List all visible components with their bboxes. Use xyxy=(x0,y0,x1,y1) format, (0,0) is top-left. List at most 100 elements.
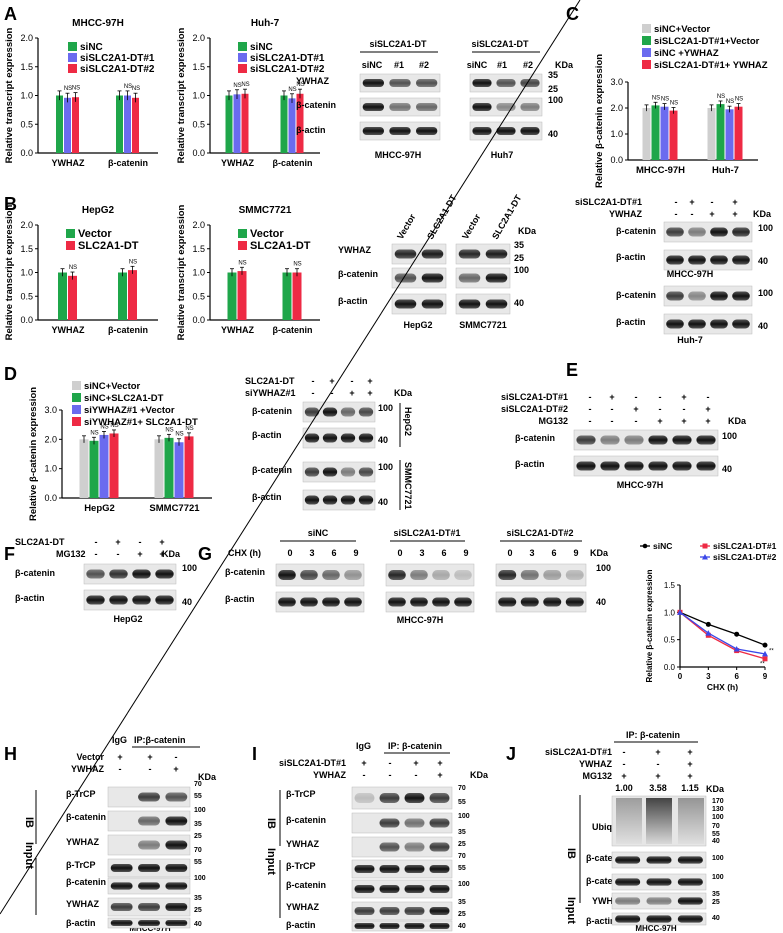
blot-strip xyxy=(455,243,511,265)
blot-c-bactin-1: β-actin xyxy=(616,252,646,262)
significance-mark: ** xyxy=(769,649,774,655)
condition-sign: - xyxy=(635,416,638,426)
condition-sign: - xyxy=(139,537,142,547)
blot-band xyxy=(429,906,450,916)
category-label: MHCC-97H xyxy=(636,165,685,176)
condition-sign: - xyxy=(675,209,678,219)
y-tick-label: 0.0 xyxy=(44,493,57,503)
blot-band xyxy=(498,570,517,580)
blot-band xyxy=(416,78,438,88)
blot-band xyxy=(362,126,384,136)
category-label: SMMC7721 xyxy=(149,503,200,514)
blot-c-kda: KDa xyxy=(753,209,772,219)
ns-label: NS xyxy=(90,430,98,436)
chart-d: 0.0 1.0 2.0 3.0 Relative β-catenin expressio… xyxy=(28,381,212,521)
blot-strip xyxy=(663,221,753,243)
condition-sign: - xyxy=(711,197,714,207)
legend-label: Vector xyxy=(78,228,112,240)
blot-j-ubiquitin: Ubiquitin xyxy=(592,822,631,832)
blot-band xyxy=(421,299,444,309)
blot-f-bcat: β-catenin xyxy=(15,568,55,578)
blot-b-m35: 35 xyxy=(514,240,524,250)
condition-sign: - xyxy=(675,197,678,207)
condition-sign: - xyxy=(149,764,152,774)
blot-b-cell-2: SMMC7721 xyxy=(459,320,507,330)
bar xyxy=(184,436,194,498)
blot-e-cell: MHCC-97H xyxy=(617,480,664,490)
condition-sign: - xyxy=(659,404,662,414)
blot-band xyxy=(138,920,160,926)
blot-j-cond-2: YWHAZ xyxy=(579,759,612,769)
kda-marker: 100 xyxy=(458,881,470,888)
x-tick-label: 9 xyxy=(763,672,768,681)
blot-band xyxy=(429,793,450,803)
series-line xyxy=(679,611,766,646)
condition-sign: + xyxy=(413,758,418,768)
blot-d-cond-1: SLC2A1-DT xyxy=(245,376,295,386)
blot-band xyxy=(165,840,188,850)
blot-band xyxy=(86,569,105,579)
x-axis-label: CHX (h) xyxy=(707,682,738,692)
blot-e-cond-1: siSLC2A1-DT#1 xyxy=(501,392,568,402)
blot-c-bactin-2: β-actin xyxy=(616,317,646,327)
blot-d-bcat-2: β-catenin xyxy=(252,465,292,475)
blot-j-ib-label: IB xyxy=(565,848,577,859)
blot-f-m40: 40 xyxy=(182,597,192,607)
blot-band xyxy=(389,102,411,112)
legend-label: siNC+Vector xyxy=(654,24,711,35)
ubiquitin-smear xyxy=(616,798,642,844)
blot-a-m40: 40 xyxy=(548,129,558,139)
blot-f-cell: HepG2 xyxy=(113,614,142,624)
data-point xyxy=(677,609,683,615)
blot-band xyxy=(696,435,716,445)
blot-band xyxy=(710,227,728,237)
legend-swatch xyxy=(72,405,81,414)
blot-i-kda: KDa xyxy=(470,770,489,780)
chart-title: SMMC7721 xyxy=(239,205,292,216)
blot-band xyxy=(520,597,539,607)
blot-a-group-1: siSLC2A1-DT xyxy=(369,39,427,49)
blot-band xyxy=(416,102,438,112)
bar xyxy=(227,272,237,320)
condition-sign: + xyxy=(361,758,366,768)
blot-band xyxy=(394,299,417,309)
bar xyxy=(109,433,119,498)
blot-b-strips xyxy=(391,243,511,315)
y-axis-label: Relative β-catenin expression xyxy=(28,387,39,521)
blot-g-cell: MHCC-97H xyxy=(397,615,444,625)
bar xyxy=(64,97,71,153)
blot-i-signs: + - + + - - - +70 55 100 35 25 70 55 100 35 25 40 xyxy=(361,758,469,930)
data-point xyxy=(733,645,740,652)
kda-marker: 35 xyxy=(194,821,202,828)
blot-f-signs: - + - + - - + + xyxy=(95,537,165,559)
ns-label: NS xyxy=(110,423,118,429)
blot-strip xyxy=(83,563,177,585)
ns-label: NS xyxy=(165,427,173,433)
blot-a-lane-4: siNC xyxy=(467,60,488,70)
time-label: 6 xyxy=(551,548,556,558)
blot-band xyxy=(138,863,160,873)
blot-band xyxy=(710,291,728,301)
blot-strip xyxy=(351,920,453,932)
data-point xyxy=(762,642,768,648)
bar xyxy=(233,94,241,153)
blot-band xyxy=(340,407,356,417)
bar xyxy=(280,95,288,153)
category-label: YWHAZ xyxy=(221,325,254,335)
blot-f: SLC2A1-DT MG132 KDa β-catenin β-actin 10… xyxy=(15,537,197,624)
legend-swatch xyxy=(238,241,247,250)
condition-sign: + xyxy=(633,404,638,414)
blot-band xyxy=(404,818,425,828)
blot-band xyxy=(677,915,703,923)
blot-h-kda: KDa xyxy=(198,772,217,782)
panel-letter-b: B xyxy=(4,194,17,214)
blot-h-in-row-1: β-TrCP xyxy=(66,860,96,870)
kda-marker: 25 xyxy=(712,899,720,906)
blot-f-cond-2: MG132 xyxy=(56,549,86,559)
ns-label: NS xyxy=(670,100,678,106)
blot-h-cond-2: YWHAZ xyxy=(71,764,104,774)
x-tick-label: 3 xyxy=(706,672,711,681)
blot-band xyxy=(710,255,728,265)
legend-label: SLC2A1-DT xyxy=(250,240,311,252)
